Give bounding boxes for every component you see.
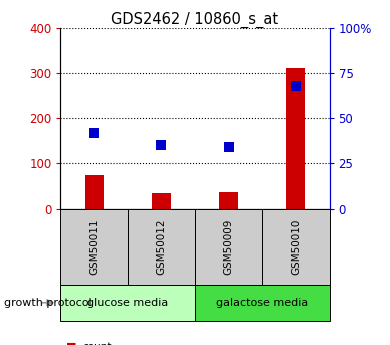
Bar xyxy=(152,193,171,209)
Point xyxy=(91,130,97,135)
Bar xyxy=(219,191,238,209)
Point xyxy=(293,83,299,88)
Text: GSM50011: GSM50011 xyxy=(89,218,99,275)
Text: GSM50009: GSM50009 xyxy=(223,218,234,275)
Bar xyxy=(287,68,305,209)
Point xyxy=(158,142,165,148)
Text: GSM50012: GSM50012 xyxy=(156,218,167,275)
Text: growth protocol: growth protocol xyxy=(4,298,92,308)
Point xyxy=(225,144,232,150)
Text: galactose media: galactose media xyxy=(216,298,308,308)
Text: count: count xyxy=(82,342,112,345)
Title: GDS2462 / 10860_s_at: GDS2462 / 10860_s_at xyxy=(112,11,278,28)
Text: glucose media: glucose media xyxy=(87,298,168,308)
Text: ■: ■ xyxy=(66,342,77,345)
Text: GSM50010: GSM50010 xyxy=(291,218,301,275)
Bar xyxy=(85,175,103,209)
